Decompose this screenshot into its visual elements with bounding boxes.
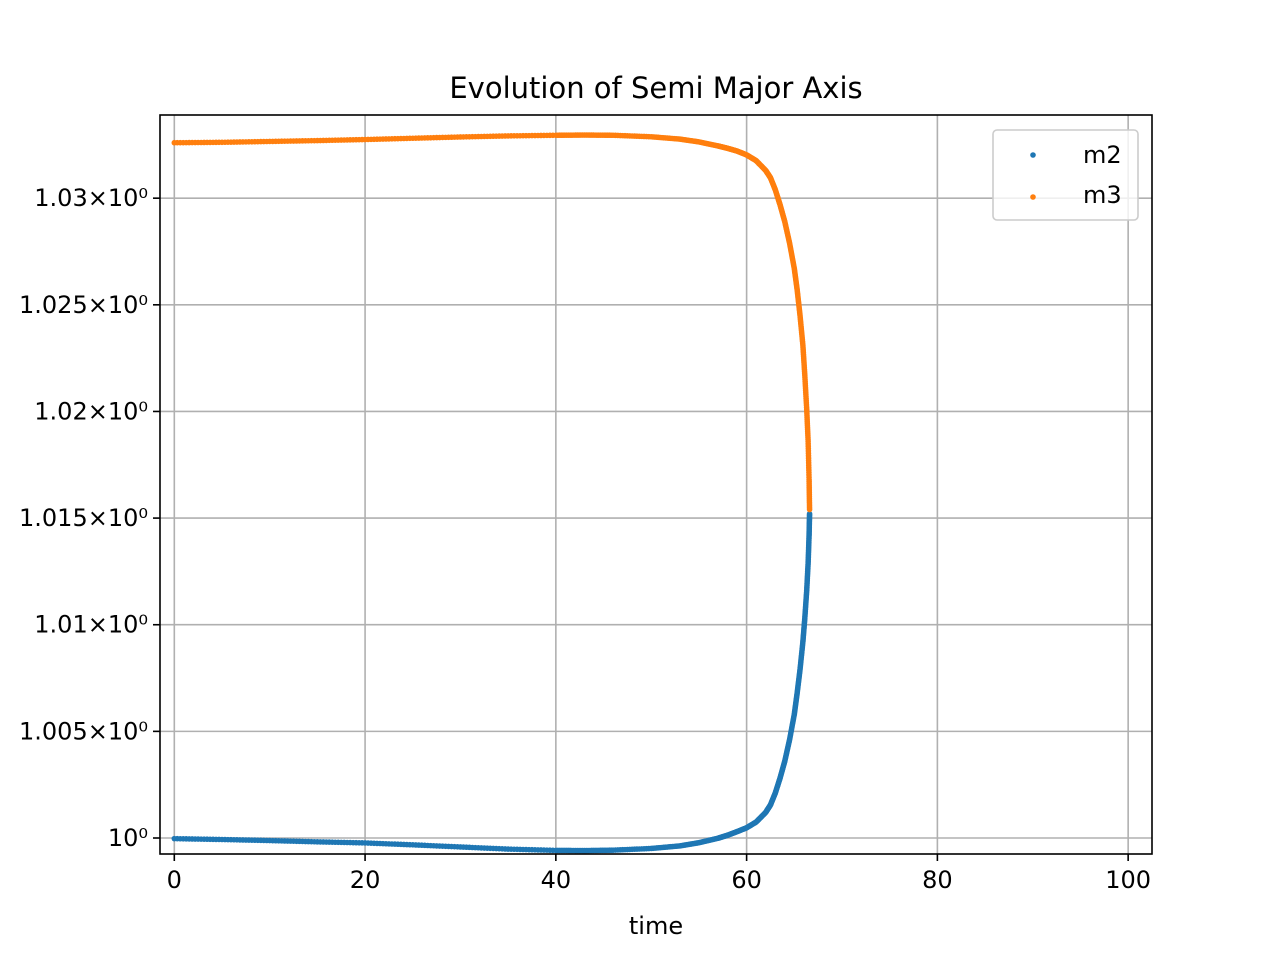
x-tick-label: 80 bbox=[922, 866, 953, 894]
y-tick-label: 1.01×10⁰ bbox=[34, 611, 148, 639]
data-point-m3 bbox=[806, 506, 813, 513]
y-tick-label: 1.015×10⁰ bbox=[19, 504, 148, 532]
y-tick-label: 1.03×10⁰ bbox=[34, 184, 148, 212]
legend: m2 m3 bbox=[992, 129, 1139, 221]
legend-marker-m3 bbox=[1030, 194, 1036, 200]
x-axis-label: time bbox=[629, 912, 683, 940]
x-tick-label: 100 bbox=[1105, 866, 1151, 894]
legend-frame bbox=[992, 129, 1139, 221]
data-point-m2 bbox=[806, 511, 813, 517]
legend-marker-m2 bbox=[1030, 152, 1036, 158]
x-tick-label: 20 bbox=[350, 866, 381, 894]
legend-label-m3: m3 bbox=[1083, 181, 1122, 209]
y-tick-label: 10⁰ bbox=[108, 824, 148, 852]
x-tick-label: 0 bbox=[167, 866, 182, 894]
y-tick-label: 1.02×10⁰ bbox=[34, 397, 148, 425]
plot-frame bbox=[159, 114, 1153, 855]
series-m3 bbox=[171, 132, 813, 513]
x-tick-label: 40 bbox=[541, 866, 572, 894]
tick-layer: 0 20 40 60 80 100 10⁰ 1.005×10⁰ 1.01×10⁰ 1.015×10… bbox=[19, 184, 1151, 894]
chart-title: Evolution of Semi Major Axis bbox=[449, 71, 862, 105]
series-m2 bbox=[171, 511, 813, 854]
grid-layer bbox=[160, 115, 1152, 854]
y-tick-label: 1.025×10⁰ bbox=[19, 291, 148, 319]
series-layer bbox=[171, 132, 813, 854]
x-tick-label: 60 bbox=[731, 866, 762, 894]
legend-label-m2: m2 bbox=[1083, 141, 1122, 169]
y-tick-label: 1.005×10⁰ bbox=[19, 717, 148, 745]
